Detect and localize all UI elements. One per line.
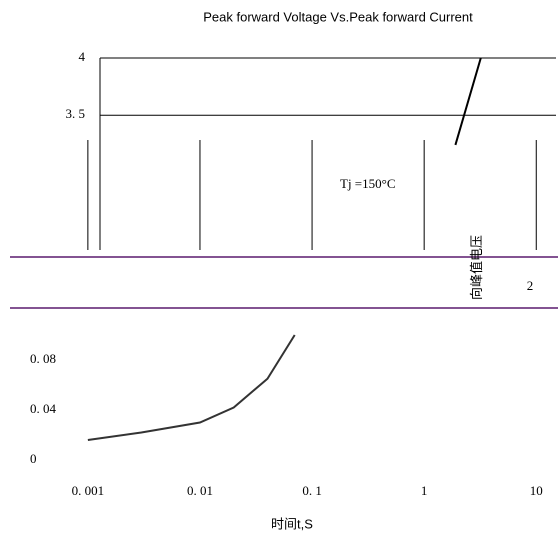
x-axis-label: 时间t,S xyxy=(271,516,313,531)
x-tick-label: 0. 001 xyxy=(72,483,105,498)
x-tick-label: 1 xyxy=(421,483,428,498)
x-tick-label: 0. 01 xyxy=(187,483,213,498)
y-tick-label: 0. 08 xyxy=(30,351,56,366)
series-line xyxy=(454,57,482,146)
annotation: 向峰值电压 xyxy=(469,235,484,300)
x-tick-label: 0. 1 xyxy=(302,483,322,498)
chart-title: Peak forward Voltage Vs.Peak forward Cur… xyxy=(203,9,473,24)
annotation: Tj =150°C xyxy=(340,176,396,191)
y-tick-label: 3. 5 xyxy=(66,106,86,121)
y2-tick-label: 2 xyxy=(527,278,534,293)
x-tick-label: 10 xyxy=(530,483,543,498)
y-tick-label: 0. 04 xyxy=(30,401,57,416)
y-tick-label: 0 xyxy=(30,451,37,466)
series-line xyxy=(87,334,296,441)
y-tick-label: 4 xyxy=(79,49,86,64)
